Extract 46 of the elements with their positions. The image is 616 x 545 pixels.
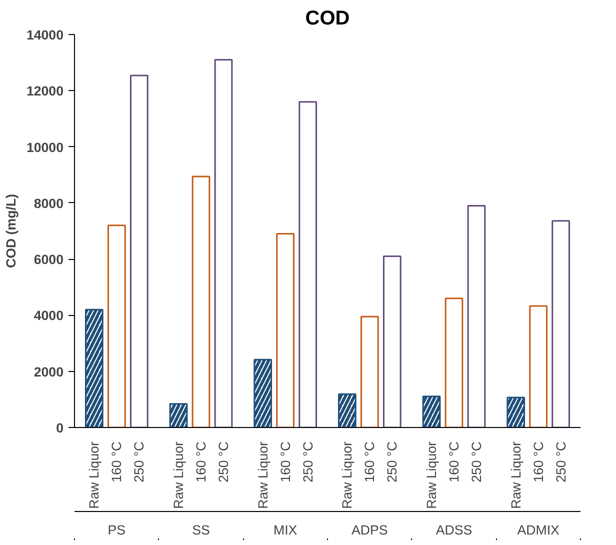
text: 160 °C — [530, 441, 546, 482]
text: 160 °C — [194, 441, 208, 482]
text: 250 °C — [553, 441, 568, 482]
bar — [529, 305, 548, 428]
bar — [552, 220, 570, 428]
bar — [444, 298, 464, 428]
x-tick-label: PS — [108, 522, 126, 538]
bar — [298, 101, 318, 428]
y-axis-title: COD (mg/L) — [3, 194, 18, 268]
text: Raw Liquor — [508, 441, 524, 509]
x-tick-label: ADMIX — [517, 522, 560, 538]
text: 250 °C — [300, 441, 316, 482]
bar — [382, 256, 402, 428]
x-tick-label: MIX — [273, 522, 298, 538]
text: 250 °C — [132, 441, 147, 482]
y-tick-label: 0 — [56, 420, 64, 436]
text: 250 °C — [384, 441, 400, 482]
text: 160 °C — [446, 441, 462, 482]
bar — [214, 59, 233, 428]
y-tick-label: 14000 — [26, 28, 64, 42]
bar — [467, 204, 486, 428]
y-tick-label: 4000 — [34, 308, 64, 324]
text: 250 °C — [468, 441, 484, 482]
text: Raw Liquor — [171, 441, 186, 509]
bar — [192, 176, 210, 428]
bar — [360, 316, 379, 428]
text: 160 °C — [278, 441, 293, 482]
text: Raw Liquor — [255, 441, 270, 509]
x-tick-label: ADPS — [352, 522, 388, 538]
text: Raw Liquor — [340, 441, 355, 509]
y-tick-label: 10000 — [26, 140, 64, 155]
bar — [130, 74, 148, 428]
bar — [107, 224, 126, 428]
x-tick-label: ADSS — [436, 522, 472, 538]
text: 160 °C — [362, 441, 378, 482]
y-tick-label: 6000 — [34, 252, 64, 268]
text: Raw Liquor — [86, 440, 102, 509]
bar — [276, 233, 295, 428]
y-tick-label: 8000 — [34, 196, 64, 211]
chart-title: COD — [305, 8, 350, 30]
x-tick-label: SS — [192, 522, 210, 538]
text: Raw Liquor — [424, 441, 440, 509]
text: 160 °C — [109, 441, 124, 482]
y-tick-label: 12000 — [26, 84, 64, 99]
text: 250 °C — [216, 441, 231, 482]
y-tick-label: 2000 — [34, 364, 64, 380]
